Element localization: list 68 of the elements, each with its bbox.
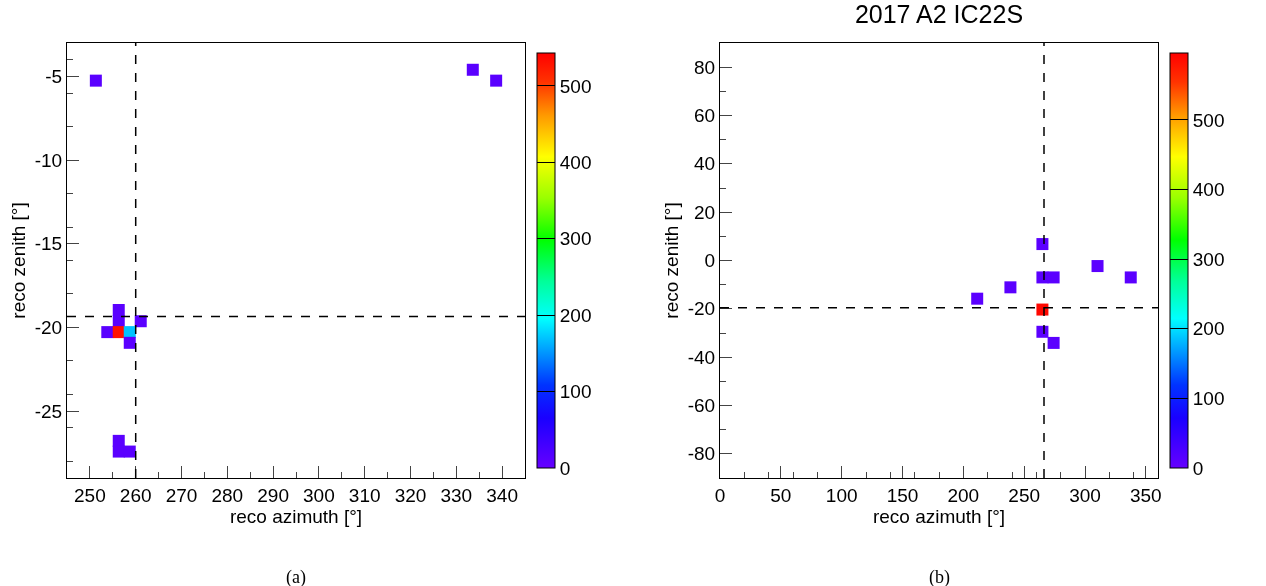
point	[112, 304, 125, 317]
color-bar-label: 100	[1192, 388, 1225, 410]
point	[1036, 238, 1049, 251]
y-tick-label: 60	[694, 105, 716, 127]
point	[112, 445, 125, 458]
y-tick-label: -15	[34, 233, 63, 255]
y-tick-label: 0	[704, 250, 716, 272]
point	[134, 315, 147, 328]
y-tick-label: 40	[694, 153, 716, 175]
color-bar-label: 500	[1192, 109, 1225, 131]
x-tick-label: 320	[394, 484, 427, 506]
text: (a)	[286, 567, 306, 586]
y-tick-label: -60	[687, 395, 716, 417]
x-tick-label: 250	[74, 484, 106, 506]
color-bar-label: 500	[559, 75, 592, 97]
point	[466, 63, 479, 76]
point	[1047, 336, 1060, 349]
text: (b)	[929, 567, 950, 586]
color-bar-label: 0	[559, 457, 571, 479]
x-tick-label: 150	[886, 484, 919, 506]
y-tick-label: -25	[34, 400, 63, 422]
y-tick-label: -5	[45, 66, 63, 88]
point	[123, 445, 136, 458]
color-bar-label: 200	[559, 304, 592, 326]
y-tick-label: 20	[694, 201, 716, 223]
y-tick-label: -10	[34, 149, 63, 171]
x-tick-label: 280	[211, 484, 244, 506]
color-bar-label: 300	[559, 228, 592, 250]
point	[89, 74, 102, 87]
color-bar-label: 300	[1192, 248, 1225, 270]
x-tick-label: 290	[257, 484, 289, 506]
x-tick-label: 300	[303, 484, 335, 506]
x-tick-label: 350	[1129, 484, 1162, 506]
color-bar-label: 0	[1192, 457, 1204, 479]
y-tick-label: 80	[694, 56, 716, 78]
y-tick-label: -20	[34, 317, 63, 339]
point	[971, 292, 984, 305]
color-bar-label: 400	[1192, 179, 1225, 201]
point	[112, 326, 125, 339]
color-bar-label: 200	[1192, 318, 1225, 340]
x-tick-label: 330	[440, 484, 473, 506]
point	[490, 74, 503, 87]
color-bar-label: 100	[559, 381, 592, 403]
point	[1004, 281, 1017, 294]
point	[1047, 271, 1060, 284]
y-axis-title: reco zenith [°]	[7, 202, 29, 319]
x-tick-label: 260	[119, 484, 152, 506]
x-axis-title: reco azimuth [°]	[229, 505, 363, 527]
y-tick-label: -40	[687, 346, 716, 368]
x-tick-label: 340	[486, 484, 518, 506]
chart-title: 2017 A2 IC22S	[854, 0, 1024, 29]
y-tick-label: -80	[687, 443, 716, 465]
color-bar-label: 400	[559, 151, 592, 173]
x-tick-label: 50	[770, 484, 792, 506]
x-tick-label: 300	[1069, 484, 1101, 506]
y-tick-label: -20	[687, 298, 716, 320]
x-axis-title: reco azimuth [°]	[872, 505, 1006, 527]
point	[123, 336, 136, 349]
point	[101, 326, 114, 339]
x-tick-label: 270	[165, 484, 198, 506]
point	[112, 434, 125, 447]
x-tick-label: 310	[348, 484, 381, 506]
point	[1124, 271, 1137, 284]
x-tick-label: 200	[947, 484, 980, 506]
point	[1091, 260, 1104, 273]
y-axis-title: reco zenith [°]	[660, 202, 682, 319]
x-tick-label: 100	[825, 484, 858, 506]
x-tick-label: 250	[1008, 484, 1041, 506]
